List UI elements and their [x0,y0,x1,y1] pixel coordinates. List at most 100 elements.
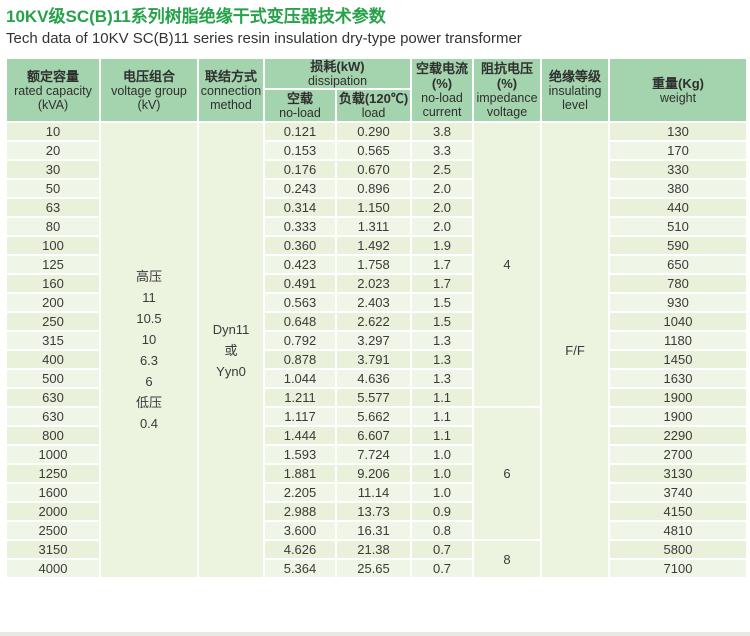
cell-noload-current: 1.1 [410,425,475,446]
cell-weight: 1900 [608,387,749,408]
cell-noload-current: 0.7 [410,558,475,579]
cell-rated-capacity: 2000 [5,501,101,522]
cell-load-loss: 11.14 [334,482,413,503]
table-row: 315 0.792 3.297 1.3 1180 [5,330,749,351]
cell-rated-capacity: 800 [5,425,101,446]
col-header-load-loss: 负载(120℃) load [334,88,413,123]
cell-noload-current: 1.0 [410,463,475,484]
cell-impedance-voltage: 4 [472,121,543,408]
cell-rated-capacity: 160 [5,273,101,294]
cell-noload-loss: 4.626 [263,539,337,560]
cell-rated-capacity: 50 [5,178,101,199]
cell-load-loss: 5.662 [334,406,413,427]
cell-rated-capacity: 20 [5,140,101,161]
col-header-weight: 重量(Kg) weight [608,57,749,123]
cell-weight: 590 [608,235,749,256]
col-header-connection-method: 联结方式 connection method [197,57,265,123]
cell-impedance-voltage: 6 [472,406,543,541]
transformer-spec-table: 额定容量 rated capacity (kVA) 电压组合 voltage g… [5,57,749,579]
cell-noload-loss: 2.205 [263,482,337,503]
cell-weight: 2290 [608,425,749,446]
cell-noload-loss: 0.333 [263,216,337,237]
cell-noload-current: 1.7 [410,254,475,275]
cell-noload-loss: 0.243 [263,178,337,199]
cell-rated-capacity: 100 [5,235,101,256]
cell-noload-current: 1.3 [410,330,475,351]
table-row: 50 0.243 0.896 2.0 380 [5,178,749,199]
table-row: 1600 2.205 11.14 1.0 3740 [5,482,749,503]
cell-noload-current: 3.3 [410,140,475,161]
table-row: 800 1.444 6.607 1.1 2290 [5,425,749,446]
cell-load-loss: 13.73 [334,501,413,522]
cell-rated-capacity: 1600 [5,482,101,503]
cell-load-loss: 0.565 [334,140,413,161]
cell-load-loss: 1.758 [334,254,413,275]
cell-weight: 1900 [608,406,749,427]
table-row: 4000 5.364 25.65 0.7 7100 [5,558,749,579]
cell-weight: 650 [608,254,749,275]
connection-method-line: 或 [224,342,238,358]
table-row: 100 0.360 1.492 1.9 590 [5,235,749,256]
cell-noload-current: 1.0 [410,444,475,465]
table-row: 630 1.211 5.577 1.1 1900 [5,387,749,408]
cell-noload-loss: 0.648 [263,311,337,332]
cell-noload-current: 1.1 [410,406,475,427]
col-header-impedance-voltage: 阻抗电压 (%) impedance voltage [472,57,543,123]
cell-noload-current: 1.1 [410,387,475,408]
cell-weight: 4810 [608,520,749,541]
cell-noload-current: 1.3 [410,368,475,389]
table-row: 63 0.314 1.150 2.0 440 [5,197,749,218]
table-row: 500 1.044 4.636 1.3 1630 [5,368,749,389]
cell-noload-loss: 0.491 [263,273,337,294]
col-header-voltage-group: 电压组合 voltage group (kV) [99,57,199,123]
voltage-group-line: 0.4 [139,416,159,431]
cell-weight: 5800 [608,539,749,560]
cell-rated-capacity: 10 [5,121,101,142]
cell-noload-loss: 0.176 [263,159,337,180]
voltage-group-line: 10.5 [136,311,162,326]
cell-weight: 7100 [608,558,749,579]
cell-noload-current: 0.7 [410,539,475,560]
cell-rated-capacity: 80 [5,216,101,237]
page-subtitle: Tech data of 10KV SC(B)11 series resin i… [6,30,522,47]
cell-rated-capacity: 4000 [5,558,101,579]
table-row: 1250 1.881 9.206 1.0 3130 [5,463,749,484]
cell-noload-loss: 5.364 [263,558,337,579]
cell-weight: 2700 [608,444,749,465]
cell-impedance-voltage: 8 [472,539,543,579]
table-row: 630 1.117 5.662 1.1 6 1900 [5,406,749,541]
cell-noload-loss: 2.988 [263,501,337,522]
cell-noload-current: 2.5 [410,159,475,180]
table-row: 80 0.333 1.311 2.0 510 [5,216,749,237]
table-row: 125 0.423 1.758 1.7 650 [5,254,749,275]
cell-rated-capacity: 630 [5,387,101,408]
cell-noload-current: 0.8 [410,520,475,541]
voltage-group-line: 低压 [135,395,162,410]
cell-weight: 780 [608,273,749,294]
cell-noload-loss: 0.563 [263,292,337,313]
cell-noload-loss: 0.878 [263,349,337,370]
cell-load-loss: 1.311 [334,216,413,237]
cell-noload-current: 1.3 [410,349,475,370]
cell-noload-loss: 1.593 [263,444,337,465]
cell-rated-capacity: 630 [5,406,101,427]
cell-noload-loss: 0.153 [263,140,337,161]
cell-rated-capacity: 30 [5,159,101,180]
cell-noload-current: 0.9 [410,501,475,522]
cell-weight: 330 [608,159,749,180]
col-header-noload-current: 空载电流 (%) no-load current [410,57,475,123]
cell-noload-loss: 0.360 [263,235,337,256]
voltage-group-line: 10 [141,332,157,347]
cell-load-loss: 0.670 [334,159,413,180]
cell-noload-loss: 1.444 [263,425,337,446]
cell-weight: 510 [608,216,749,237]
cell-rated-capacity: 2500 [5,520,101,541]
cell-load-loss: 5.577 [334,387,413,408]
cell-rated-capacity: 1000 [5,444,101,465]
cell-weight: 1450 [608,349,749,370]
cell-load-loss: 9.206 [334,463,413,484]
cell-weight: 3130 [608,463,749,484]
cell-rated-capacity: 400 [5,349,101,370]
cell-load-loss: 2.023 [334,273,413,294]
